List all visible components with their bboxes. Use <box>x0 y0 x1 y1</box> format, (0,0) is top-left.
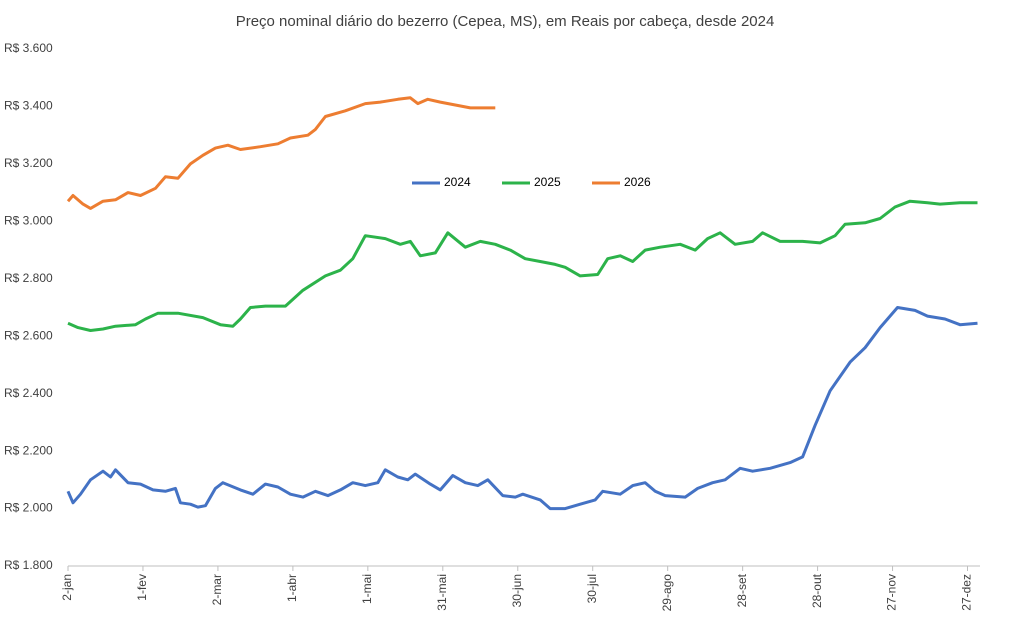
x-tick-label: 28-out <box>810 573 824 608</box>
legend-label: 2026 <box>624 175 651 189</box>
x-tick-label: 30-jun <box>510 574 524 607</box>
y-tick-label: R$ 3.200 <box>4 156 53 170</box>
y-tick-label: R$ 3.600 <box>4 41 53 55</box>
series-line <box>66 306 978 511</box>
x-tick-label: 31-mai <box>435 574 449 611</box>
y-tick-label: R$ 1.800 <box>4 558 53 572</box>
y-tick-label: R$ 2.400 <box>4 386 53 400</box>
x-tick-label: 1-mai <box>360 574 374 604</box>
series-line <box>67 199 978 332</box>
x-tick-label: 30-jul <box>585 574 599 603</box>
y-tick-label: R$ 2.000 <box>4 501 53 515</box>
x-tick-label: 1-fev <box>135 574 149 601</box>
x-tick-label: 27-nov <box>885 574 899 611</box>
series-line <box>66 96 496 210</box>
y-tick-label: R$ 3.400 <box>4 99 53 113</box>
x-tick-label: 28-set <box>735 573 749 607</box>
x-tick-label: 1-abr <box>285 574 299 602</box>
legend-label: 2025 <box>534 175 561 189</box>
y-tick-label: R$ 2.200 <box>4 443 53 457</box>
x-tick-label: 2-jan <box>60 574 74 601</box>
legend-label: 2024 <box>444 175 471 189</box>
chart-title: Preço nominal diário do bezerro (Cepea, … <box>236 13 775 30</box>
x-tick-label: 2-mar <box>210 574 224 605</box>
y-tick-label: R$ 2.600 <box>4 328 53 342</box>
x-tick-label: 29-ago <box>660 574 674 612</box>
y-tick-label: R$ 3.000 <box>4 214 53 228</box>
x-tick-label: 27-dez <box>960 574 974 611</box>
y-tick-label: R$ 2.800 <box>4 271 53 285</box>
